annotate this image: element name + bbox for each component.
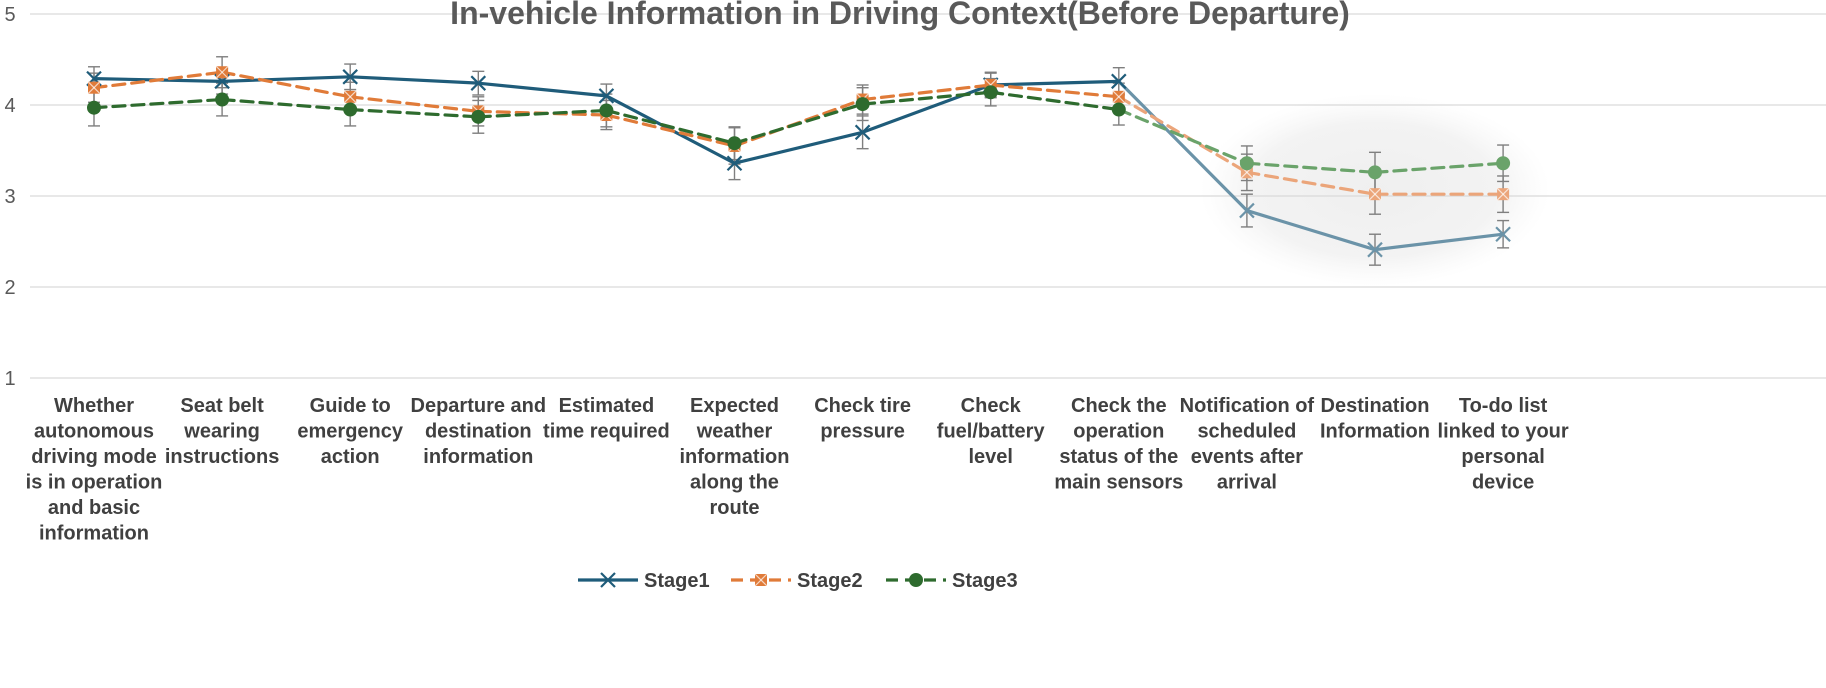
x-category-label: Expected weather information along the route — [680, 395, 790, 519]
data-point-stage3 — [215, 92, 230, 107]
series-line-segment-stage2 — [989, 83, 1121, 99]
data-point-stage2 — [1496, 187, 1510, 201]
y-tick-label: 3 — [4, 186, 15, 208]
series-line-segment-stage2 — [1117, 95, 1249, 174]
y-tick-label: 5 — [4, 4, 15, 26]
series-line-segment-stage3 — [1117, 107, 1249, 165]
data-point-stage3 — [1111, 102, 1126, 117]
series-line-segment-stage1 — [476, 81, 609, 98]
x-category-label: Seat belt wearing instructions — [165, 395, 279, 468]
y-tick-label: 4 — [4, 95, 15, 117]
data-point-stage3 — [471, 109, 486, 124]
series-line-segment-stage3 — [92, 97, 224, 110]
series-line-segment-stage1 — [1117, 79, 1249, 213]
data-point-stage3 — [983, 85, 998, 100]
data-point-stage1 — [598, 88, 615, 104]
x-category-label: Departure and destination information — [411, 395, 547, 468]
data-point-stage1 — [1239, 202, 1255, 219]
legend-label: Stage1 — [644, 570, 710, 592]
data-point-stage3 — [1496, 156, 1511, 171]
data-point-stage3 — [1368, 165, 1382, 180]
legend-item-stage2: Stage2 — [731, 570, 863, 592]
data-point-stage2 — [87, 81, 101, 95]
data-point-stage3 — [1239, 156, 1254, 171]
series-line-segment-stage3 — [1373, 161, 1505, 174]
chart-title: In-vehicle Information in Driving Contex… — [450, 0, 1350, 31]
data-point-stage2 — [343, 90, 357, 104]
data-point-stage2 — [215, 65, 229, 79]
y-tick-label: 2 — [4, 277, 15, 299]
x-category-label: Check tire pressure — [814, 395, 911, 443]
x-category-label: Guide to emergency action — [297, 395, 403, 468]
legend-item-stage3: Stage3 — [886, 570, 1018, 592]
data-point-stage1 — [342, 69, 358, 85]
series-line-segment-stage1 — [732, 130, 865, 165]
data-point-stage1 — [726, 155, 743, 172]
legend-marker — [909, 573, 923, 587]
data-point-stage2 — [1368, 187, 1382, 201]
legend-label: Stage2 — [797, 570, 863, 592]
series-line-segment-stage3 — [220, 97, 352, 112]
legend-item-stage1: Stage1 — [578, 570, 710, 592]
series-line-segment-stage1 — [348, 75, 480, 85]
series-line-segment-stage3 — [732, 102, 865, 145]
data-point-stage2 — [1112, 90, 1126, 104]
data-point-stage3 — [87, 100, 101, 115]
x-category-label: Whether autonomous driving mode is in opera… — [26, 395, 163, 545]
series-line-segment-stage2 — [604, 113, 737, 148]
x-category-label: To-do list linked to your personal device — [1438, 395, 1569, 494]
series-line-segment-stage2 — [92, 70, 224, 90]
series-line-segment-stage2 — [860, 83, 993, 102]
x-category-label: Check fuel/battery level — [937, 395, 1046, 468]
data-point-stage3 — [727, 136, 742, 151]
series-line-segment-stage2 — [348, 95, 480, 113]
data-point-stage1 — [470, 75, 487, 91]
series-line-segment-stage1 — [1373, 232, 1505, 252]
series-line-segment-stage3 — [476, 108, 609, 119]
series-line-segment-stage3 — [604, 108, 737, 145]
series-line-segment-stage3 — [860, 90, 993, 106]
x-category-label: Check the operation status of the main sens… — [1054, 395, 1183, 494]
series-line-segment-stage2 — [1245, 170, 1377, 196]
x-category-label: Estimated time required — [543, 395, 670, 443]
data-point-stage3 — [855, 97, 870, 112]
data-point-stage3 — [343, 102, 358, 117]
series-line-segment-stage3 — [1245, 161, 1377, 174]
series-line-segment-stage3 — [348, 107, 480, 119]
legend-label: Stage3 — [952, 570, 1018, 592]
data-point-stage3 — [599, 103, 614, 118]
data-point-stage1 — [1367, 241, 1383, 258]
series-line-segment-stage1 — [989, 79, 1121, 87]
series-line-segment-stage2 — [220, 70, 352, 99]
y-tick-label: 1 — [4, 368, 15, 390]
series-line-segment-stage3 — [989, 90, 1121, 112]
x-category-label: Notification of scheduled events after arri… — [1180, 395, 1315, 494]
series-line-segment-stage1 — [220, 75, 352, 83]
data-point-stage1 — [854, 124, 871, 141]
data-point-stage1 — [1111, 73, 1127, 90]
legend-marker — [600, 572, 616, 588]
legend-marker — [754, 573, 768, 587]
series-line-segment-stage1 — [1245, 208, 1377, 252]
x-category-label: Destination Information — [1320, 395, 1430, 443]
data-point-stage1 — [1495, 226, 1511, 242]
